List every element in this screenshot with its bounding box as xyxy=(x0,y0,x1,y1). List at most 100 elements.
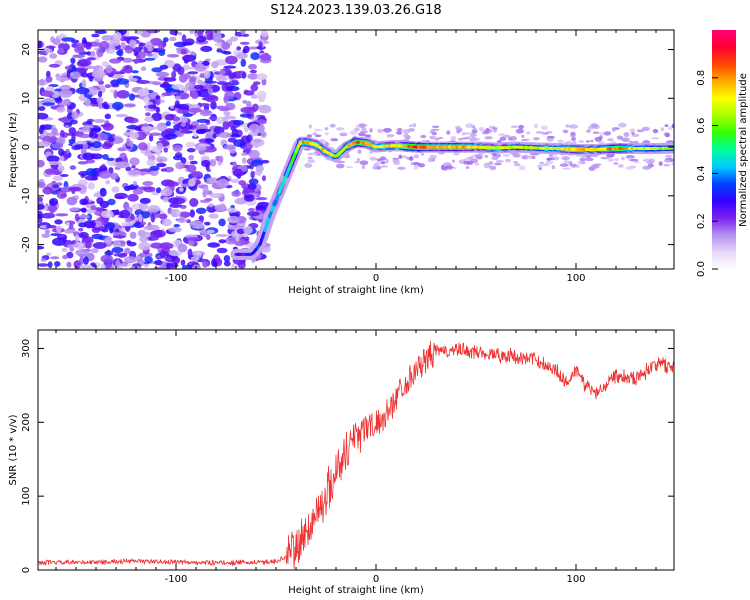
heatmap-cell xyxy=(570,131,576,136)
heatmap-cell xyxy=(138,42,144,51)
heatmap-cell xyxy=(46,155,60,163)
heatmap-cell xyxy=(164,166,174,173)
heatmap-cell xyxy=(592,131,600,134)
heatmap-cell xyxy=(186,237,200,241)
heatmap-cell xyxy=(66,261,72,268)
heatmap-cell xyxy=(75,87,90,95)
heatmap-cell xyxy=(631,132,635,135)
heatmap-cell xyxy=(146,30,161,34)
heatmap-cell xyxy=(195,207,207,214)
heatmap-cell xyxy=(518,165,526,171)
heatmap-cell xyxy=(199,199,211,203)
heatmap-cell xyxy=(324,127,329,131)
spectrogram-frame xyxy=(37,29,675,270)
heatmap-cell xyxy=(55,76,69,82)
heatmap-cell xyxy=(38,40,43,49)
heatmap-cell xyxy=(594,136,602,142)
heatmap-cell xyxy=(60,193,67,198)
heatmap-cell xyxy=(562,167,571,170)
heatmap-cell xyxy=(108,136,115,143)
heatmap-cell xyxy=(138,213,143,223)
heatmap-cell xyxy=(186,148,196,153)
heatmap-cell xyxy=(544,132,549,135)
heatmap-cell xyxy=(95,38,100,43)
figure-title: S124.2023.139.03.26.G18 xyxy=(270,3,441,18)
colorbar-tick-label: 0.2 xyxy=(696,213,707,229)
heatmap-cell xyxy=(382,128,392,133)
heatmap-cell xyxy=(56,225,62,233)
heatmap-cell xyxy=(236,228,245,235)
heatmap-cell xyxy=(223,255,231,263)
heatmap-cell xyxy=(193,84,205,90)
heatmap-cell xyxy=(202,186,209,192)
heatmap-cell xyxy=(48,63,61,68)
heatmap-cell xyxy=(91,91,97,96)
heatmap-cell xyxy=(117,147,126,152)
heatmap-cell xyxy=(136,54,141,60)
heatmap-cell xyxy=(119,209,131,219)
heatmap-cell xyxy=(112,235,127,239)
heatmap-cell xyxy=(440,164,445,170)
heatmap-cell xyxy=(61,247,68,253)
heatmap-cell xyxy=(90,248,99,254)
heatmap-cell xyxy=(128,93,135,101)
heatmap-cell xyxy=(191,92,199,100)
heatmap-cell xyxy=(307,156,313,160)
heatmap-cell xyxy=(189,209,195,218)
heatmap-cell xyxy=(563,160,572,164)
heatmap-cell xyxy=(91,33,100,38)
heatmap-cell xyxy=(84,98,91,107)
heatmap-cell xyxy=(96,30,107,34)
heatmap-cell xyxy=(644,158,649,162)
heatmap-cell xyxy=(546,135,556,139)
heatmap-cell xyxy=(386,135,393,138)
heatmap-cell xyxy=(81,79,87,88)
heatmap-cell xyxy=(131,70,139,74)
heatmap-cell xyxy=(86,120,92,125)
heatmap-cell xyxy=(203,70,211,79)
heatmap-cell xyxy=(166,54,180,58)
heatmap-cell xyxy=(231,190,241,197)
heatmap-cell xyxy=(125,224,131,232)
heatmap-cell xyxy=(132,188,144,195)
heatmap-cell xyxy=(613,162,619,165)
heatmap-cell xyxy=(369,150,374,154)
heatmap-cell xyxy=(256,171,262,177)
heatmap-cell xyxy=(133,59,139,64)
heatmap-cell xyxy=(515,128,524,134)
heatmap-cell xyxy=(364,134,372,137)
heatmap-cell xyxy=(140,66,147,71)
snr-frame xyxy=(37,329,675,571)
heatmap-cell xyxy=(510,125,518,128)
heatmap-cell xyxy=(90,262,96,266)
heatmap-cell xyxy=(336,160,346,164)
heatmap-cell xyxy=(127,77,138,82)
heatmap-cell xyxy=(663,163,671,167)
heatmap-cell xyxy=(159,250,166,259)
heatmap-cell xyxy=(324,132,329,136)
heatmap-cell xyxy=(528,155,533,159)
heatmap-cell xyxy=(616,135,624,140)
heatmap-cell xyxy=(385,158,389,164)
heatmap-cell xyxy=(402,128,411,134)
heatmap-cell xyxy=(102,154,109,160)
heatmap-cell xyxy=(223,111,231,116)
heatmap-cell xyxy=(98,40,110,50)
heatmap-cell xyxy=(150,213,156,223)
heatmap-cell xyxy=(234,197,248,205)
heatmap-cell xyxy=(579,157,587,162)
heatmap-cell xyxy=(179,187,184,192)
heatmap-cell xyxy=(126,241,137,247)
heatmap-cell xyxy=(176,217,188,223)
heatmap-cell xyxy=(452,159,456,163)
heatmap-cell xyxy=(68,186,82,192)
heatmap-cell xyxy=(147,46,153,52)
heatmap-cell xyxy=(222,118,229,122)
heatmap-cell xyxy=(120,42,127,50)
heatmap-cell xyxy=(218,132,231,139)
heatmap-cell xyxy=(521,134,525,138)
heatmap-cell xyxy=(77,161,89,165)
heatmap-cell xyxy=(174,95,182,100)
heatmap-cell xyxy=(197,79,204,85)
